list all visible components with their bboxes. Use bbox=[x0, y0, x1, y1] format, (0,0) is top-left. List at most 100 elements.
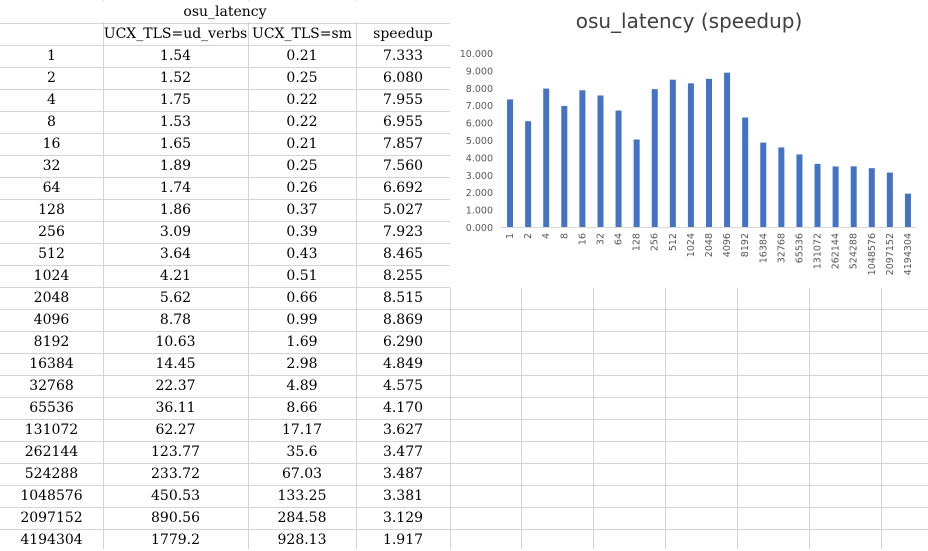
bar-16[interactable] bbox=[579, 90, 586, 227]
table-cell[interactable]: 1.65 bbox=[159, 136, 192, 152]
table-cell[interactable]: 4194304 bbox=[20, 532, 83, 548]
table-cell[interactable]: 0.37 bbox=[286, 202, 318, 218]
column-header[interactable]: speedup bbox=[373, 26, 433, 42]
table-cell[interactable]: 8.515 bbox=[382, 290, 424, 306]
table-cell[interactable]: 233.72 bbox=[151, 466, 200, 482]
table-cell[interactable]: 1.53 bbox=[159, 114, 192, 130]
table-cell[interactable]: 1.54 bbox=[159, 48, 192, 64]
table-cell[interactable]: 67.03 bbox=[281, 466, 323, 482]
table-cell[interactable]: 7.560 bbox=[382, 158, 424, 174]
table-cell[interactable]: 524288 bbox=[24, 466, 79, 482]
table-cell[interactable]: 1.74 bbox=[159, 180, 192, 196]
table-cell[interactable]: 4.170 bbox=[382, 400, 424, 416]
table-cell[interactable]: 1.89 bbox=[159, 158, 192, 174]
table-cell[interactable]: 7.857 bbox=[382, 136, 424, 152]
table-cell[interactable]: 3.477 bbox=[382, 444, 424, 460]
table-cell[interactable]: 4 bbox=[47, 92, 56, 108]
bar-1024[interactable] bbox=[687, 83, 694, 227]
table-cell[interactable]: 3.627 bbox=[382, 422, 424, 438]
bar-1048576[interactable] bbox=[868, 168, 875, 227]
table-cell[interactable]: 8.66 bbox=[286, 400, 318, 416]
table-cell[interactable]: 2 bbox=[47, 70, 56, 86]
table-cell[interactable]: 1.75 bbox=[159, 92, 192, 108]
bar-2[interactable] bbox=[525, 121, 532, 227]
table-cell[interactable]: 4.21 bbox=[159, 268, 192, 284]
table-cell[interactable]: 1 bbox=[47, 48, 56, 64]
table-cell[interactable]: 1024 bbox=[33, 268, 70, 284]
table-cell[interactable]: 0.66 bbox=[286, 290, 318, 306]
table-cell[interactable]: 123.77 bbox=[151, 444, 200, 460]
chart-area[interactable]: osu_latency (speedup) 0.000 1.000 2.000 3.0… bbox=[450, 0, 928, 288]
bar-128[interactable] bbox=[633, 139, 640, 227]
table-cell[interactable]: 3.487 bbox=[382, 466, 424, 482]
table-cell[interactable]: 8.465 bbox=[382, 246, 424, 262]
table-cell[interactable]: 0.51 bbox=[286, 268, 318, 284]
bar-16384[interactable] bbox=[760, 142, 767, 227]
table-cell[interactable]: 1.69 bbox=[286, 334, 318, 350]
table-cell[interactable]: 7.333 bbox=[382, 48, 424, 64]
table-cell[interactable]: 0.25 bbox=[286, 158, 318, 174]
table-cell[interactable]: 1048576 bbox=[20, 488, 83, 504]
table-cell[interactable]: 65536 bbox=[29, 400, 74, 416]
table-cell[interactable]: 3.129 bbox=[382, 510, 424, 526]
table-cell[interactable]: 14.45 bbox=[155, 356, 196, 372]
table-cell[interactable]: 16 bbox=[42, 136, 61, 152]
table-cell[interactable]: 262144 bbox=[24, 444, 79, 460]
column-header[interactable]: UCX_TLS=sm bbox=[252, 26, 352, 42]
table-cell[interactable]: 10.63 bbox=[155, 334, 196, 350]
table-cell[interactable]: 3.381 bbox=[382, 488, 424, 504]
table-cell[interactable]: 1.52 bbox=[159, 70, 192, 86]
table-cell[interactable]: 256 bbox=[38, 224, 65, 240]
bar-8192[interactable] bbox=[742, 117, 749, 227]
table-cell[interactable]: 1.86 bbox=[159, 202, 192, 218]
table-cell[interactable]: 36.11 bbox=[155, 400, 196, 416]
bar-256[interactable] bbox=[651, 89, 658, 227]
table-cell[interactable]: 133.25 bbox=[277, 488, 327, 504]
table-cell[interactable]: 8.255 bbox=[382, 268, 424, 284]
bar-32[interactable] bbox=[597, 95, 604, 228]
table-cell[interactable]: 0.21 bbox=[286, 136, 318, 152]
table-cell[interactable]: 0.22 bbox=[286, 92, 318, 108]
table-cell[interactable]: 17.17 bbox=[281, 422, 323, 438]
bar-4[interactable] bbox=[543, 88, 550, 227]
table-cell[interactable]: 890.56 bbox=[151, 510, 200, 526]
bar-64[interactable] bbox=[615, 110, 622, 227]
table-cell[interactable]: 62.27 bbox=[155, 422, 196, 438]
table-cell[interactable]: 6.692 bbox=[382, 180, 424, 196]
bar-4194304[interactable] bbox=[904, 193, 911, 227]
bar-2048[interactable] bbox=[706, 78, 712, 228]
bar-2097152[interactable] bbox=[886, 172, 893, 227]
table-cell[interactable]: 928.13 bbox=[277, 532, 327, 548]
table-cell[interactable]: 7.955 bbox=[382, 92, 424, 108]
column-header[interactable]: UCX_TLS=ud_verbs bbox=[103, 26, 248, 42]
table-cell[interactable]: 3.64 bbox=[159, 246, 192, 262]
bar-512[interactable] bbox=[669, 79, 676, 227]
table-cell[interactable]: 5.027 bbox=[382, 202, 424, 218]
table-cell[interactable]: 6.080 bbox=[382, 70, 424, 86]
bar-65536[interactable] bbox=[796, 154, 803, 227]
table-cell[interactable]: 3.09 bbox=[159, 224, 192, 240]
table-cell[interactable]: 32768 bbox=[29, 378, 74, 394]
table-cell[interactable]: 128 bbox=[38, 202, 65, 218]
table-cell[interactable]: 5.62 bbox=[159, 290, 192, 306]
table-cell[interactable]: 284.58 bbox=[277, 510, 327, 526]
table-cell[interactable]: 6.290 bbox=[382, 334, 424, 350]
bar-262144[interactable] bbox=[832, 166, 839, 227]
bar-4096[interactable] bbox=[724, 72, 731, 227]
table-cell[interactable]: 512 bbox=[38, 246, 65, 262]
table-cell[interactable]: 0.26 bbox=[286, 180, 318, 196]
table-cell[interactable]: 7.923 bbox=[382, 224, 424, 240]
table-cell[interactable]: 6.955 bbox=[382, 114, 424, 130]
table-cell[interactable]: 4.849 bbox=[382, 356, 424, 372]
bar-32768[interactable] bbox=[778, 147, 785, 227]
table-cell[interactable]: 1.917 bbox=[382, 532, 424, 548]
table-cell[interactable]: 8 bbox=[47, 114, 56, 130]
table-cell[interactable]: 8192 bbox=[33, 334, 70, 350]
table-cell[interactable]: 22.37 bbox=[155, 378, 196, 394]
table-cell[interactable]: 8.869 bbox=[382, 312, 424, 328]
table-cell[interactable]: 0.25 bbox=[286, 70, 318, 86]
bar-131072[interactable] bbox=[814, 163, 821, 227]
table-cell[interactable]: 4.89 bbox=[286, 378, 318, 394]
table-cell[interactable]: 131072 bbox=[24, 422, 79, 438]
table-cell[interactable]: 2.98 bbox=[286, 356, 318, 372]
